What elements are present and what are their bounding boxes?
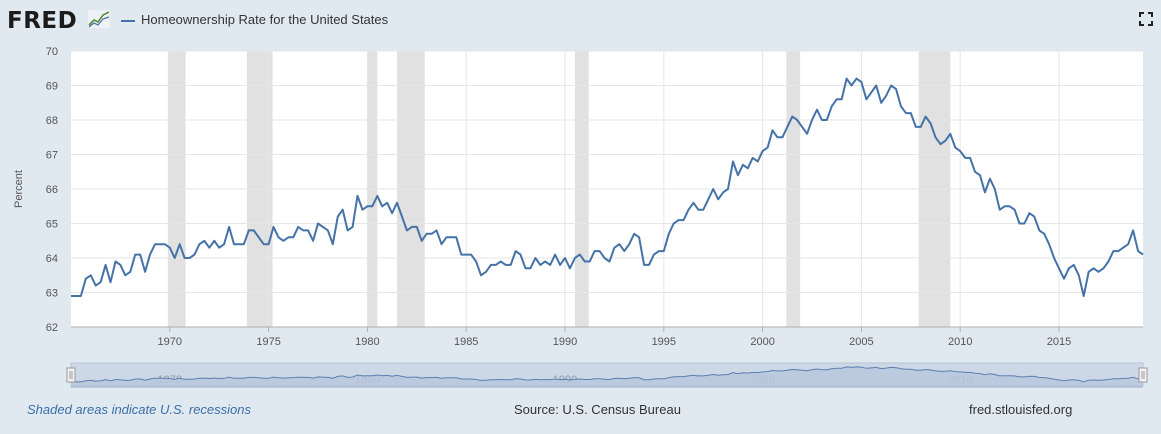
x-tick-label: 1985 xyxy=(454,336,478,348)
y-tick-label: 66 xyxy=(46,184,58,196)
recession-note: Shaded areas indicate U.S. recessions xyxy=(27,402,252,417)
fred-logo[interactable]: FRED xyxy=(7,8,78,34)
y-tick-label: 70 xyxy=(46,46,58,58)
y-tick-label: 67 xyxy=(46,150,58,162)
y-axis-title: Percent xyxy=(13,170,25,208)
series-line xyxy=(71,77,1144,297)
range-navigator[interactable]: 19701980199020002010 xyxy=(66,362,1148,388)
y-tick-label: 65 xyxy=(46,219,58,231)
y-tick-label: 63 xyxy=(46,288,58,300)
x-tick-label: 1980 xyxy=(355,336,379,348)
fred-chart-logo-icon xyxy=(87,9,111,29)
x-tick-label: 1970 xyxy=(158,336,182,348)
y-tick-label: 68 xyxy=(46,115,58,127)
x-tick-label: 2015 xyxy=(1047,336,1071,348)
site-link[interactable]: fred.stlouisfed.org xyxy=(969,402,1073,417)
navigator-handle-right[interactable] xyxy=(1138,367,1148,383)
x-tick-label: 1990 xyxy=(553,336,577,348)
handle-grip[interactable] xyxy=(1138,367,1148,383)
y-tick-label: 69 xyxy=(46,81,58,93)
x-tick-label: 2005 xyxy=(849,336,873,348)
y-tick-label: 62 xyxy=(46,322,58,334)
plot-area: 62 63 64 65 66 67 68 69 70 1970 1975 1980 1985 1990 19… xyxy=(13,46,1144,348)
source-note: Source: U.S. Census Bureau xyxy=(514,402,681,417)
x-tick-label: 2000 xyxy=(750,336,774,348)
navigator-area xyxy=(71,366,1143,386)
fullscreen-icon[interactable] xyxy=(1139,12,1153,26)
navigator-line xyxy=(71,366,1144,383)
x-tick-label: 1975 xyxy=(256,336,280,348)
line-chart: 62 63 64 65 66 67 68 69 70 1970 1975 1980 1985 1990 19… xyxy=(13,46,1148,388)
y-tick-label: 64 xyxy=(46,253,58,265)
handle-grip[interactable] xyxy=(66,367,76,383)
legend-series-label: Homeownership Rate for the United States xyxy=(141,12,389,27)
navigator-handle-left[interactable] xyxy=(66,367,76,383)
x-tick-label: 2010 xyxy=(948,336,972,348)
x-tick-label: 1995 xyxy=(652,336,676,348)
legend-series-swatch xyxy=(121,20,135,22)
